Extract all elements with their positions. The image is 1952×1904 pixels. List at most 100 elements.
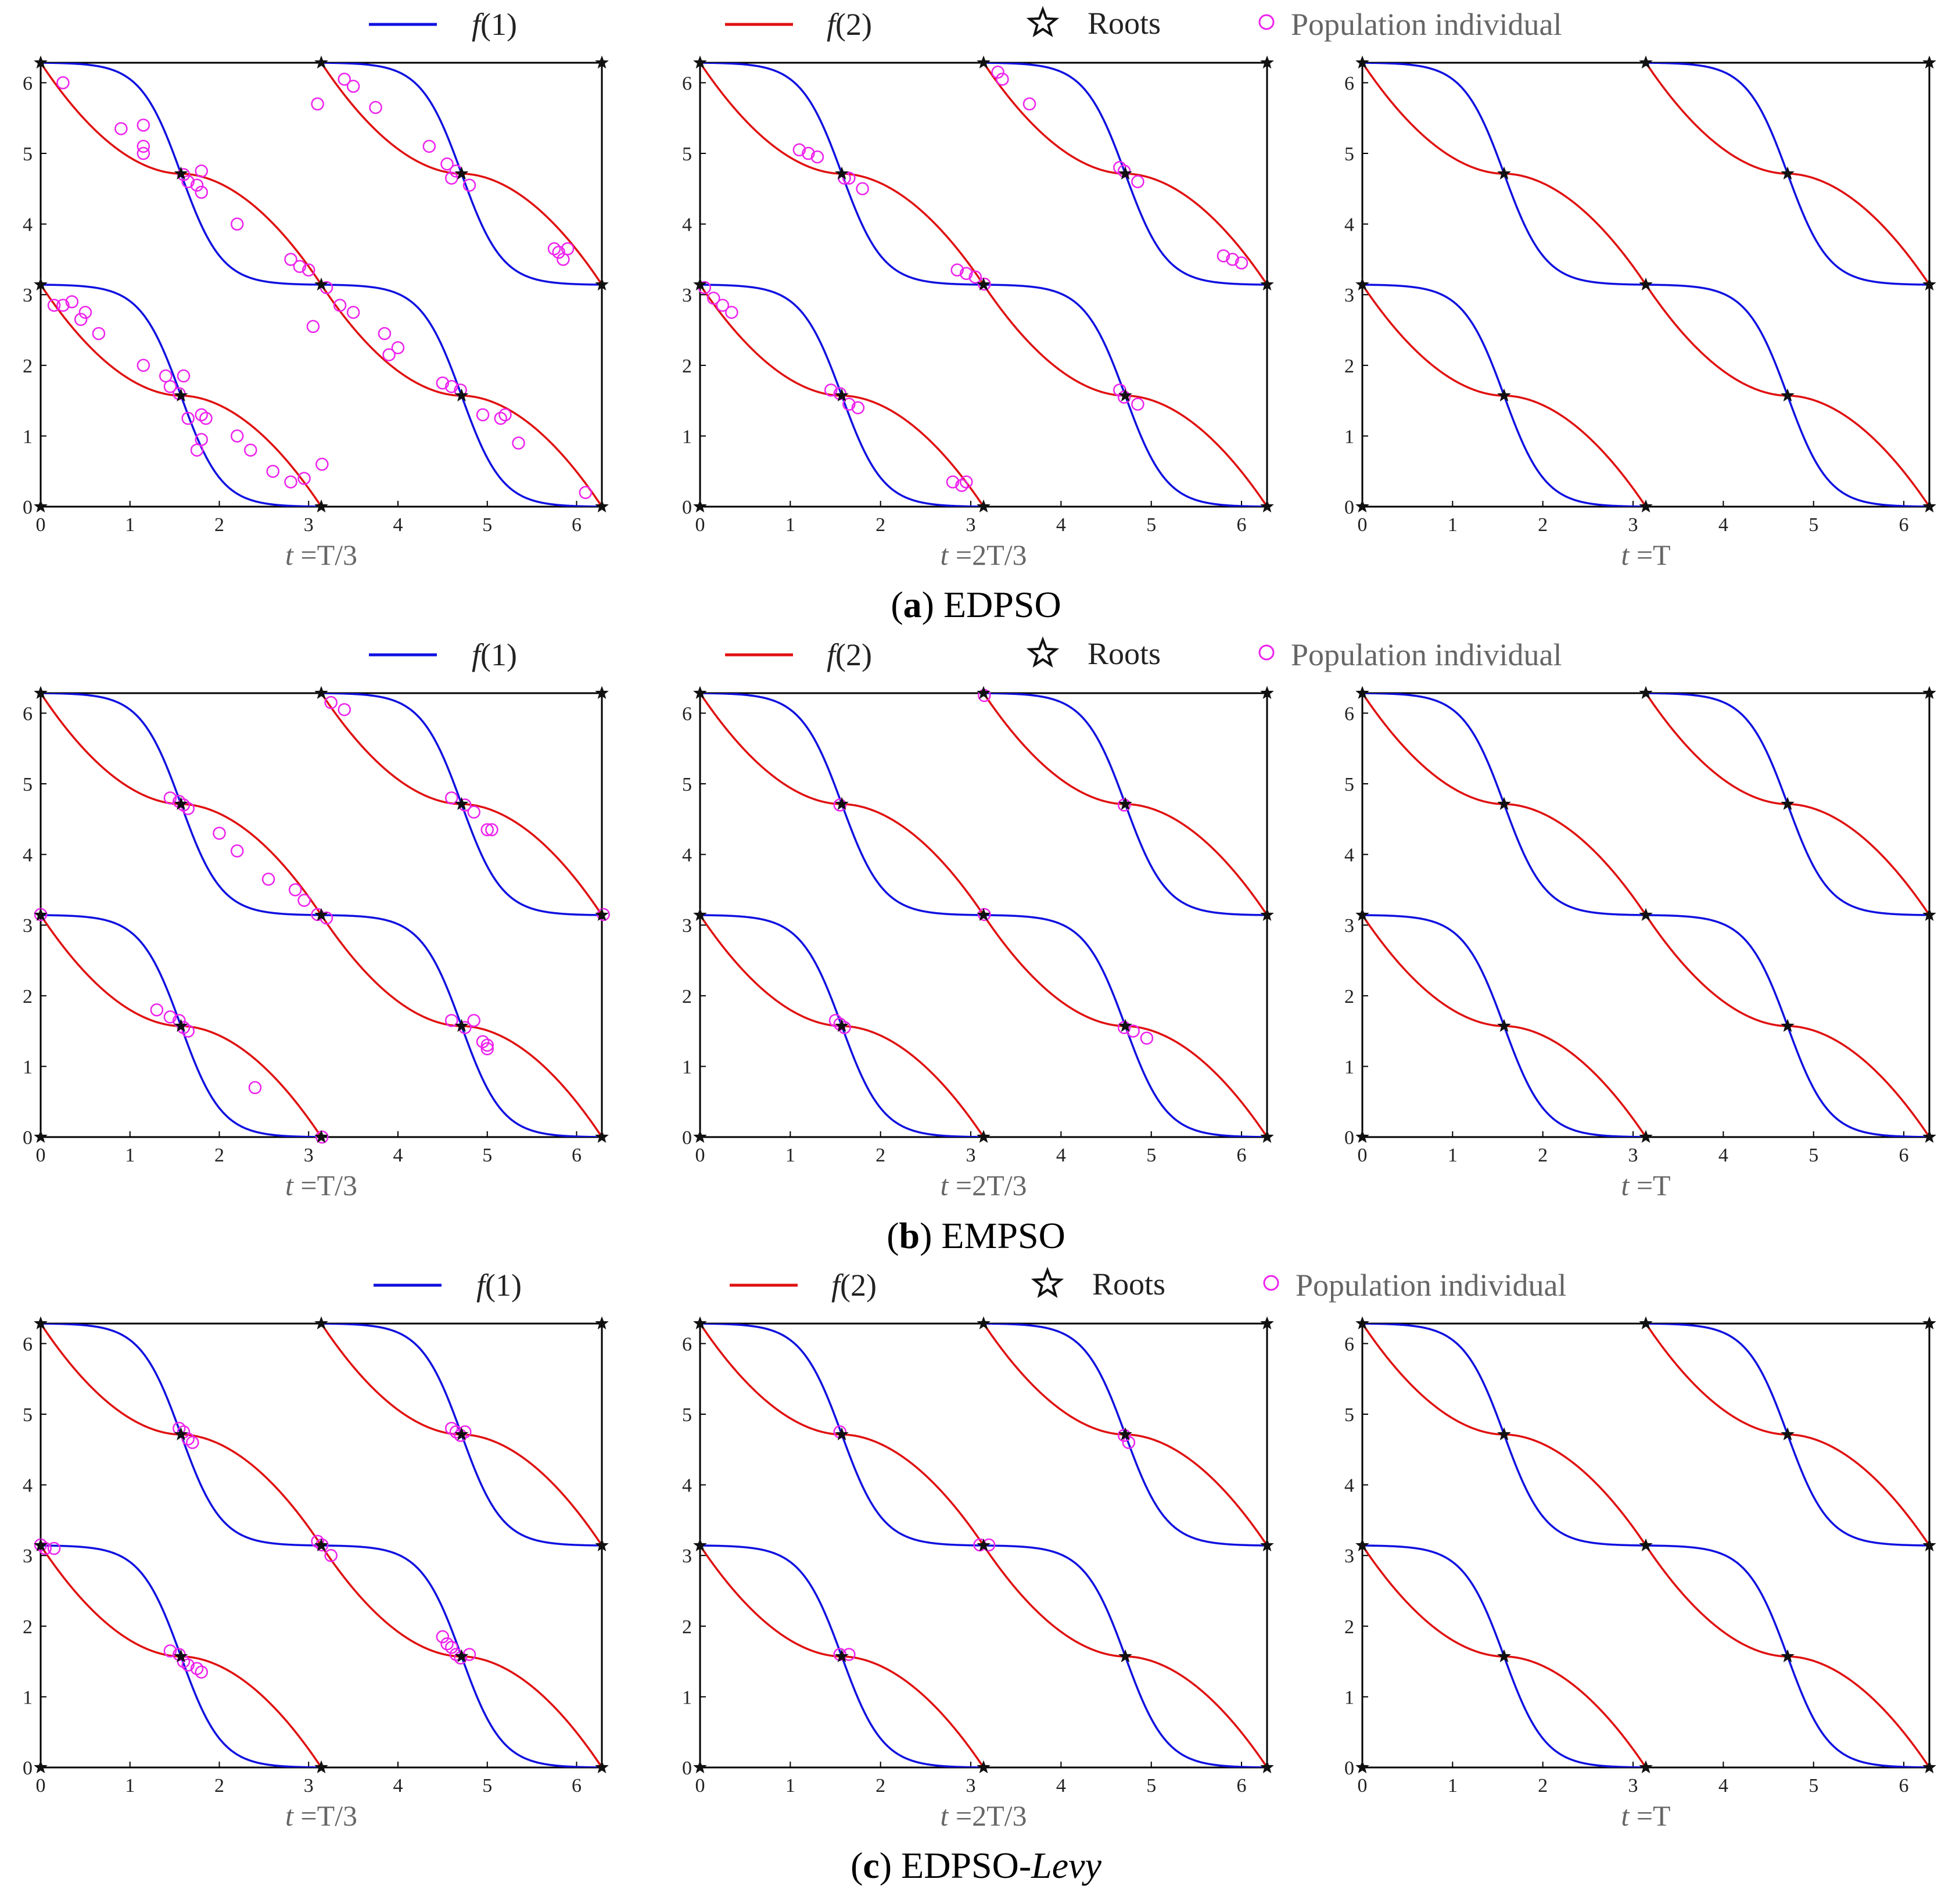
y-tick-label: 5	[1344, 774, 1354, 795]
population-point	[177, 168, 191, 181]
y-tick-label: 2	[23, 356, 33, 377]
legend-roots-label: Roots	[1088, 6, 1161, 41]
population-point	[315, 1538, 329, 1552]
x-tick-label: 2	[875, 1775, 885, 1797]
y-tick-label: 4	[682, 1475, 692, 1497]
root-star	[1781, 1019, 1795, 1032]
population-point	[338, 703, 351, 716]
population-point	[842, 171, 856, 185]
caption-a: (a) EDPSO	[891, 584, 1061, 625]
population-point	[440, 157, 454, 171]
population-points	[828, 689, 1154, 1045]
population-point	[1117, 1429, 1131, 1442]
y-tick-label: 3	[682, 1546, 692, 1567]
root-star	[1781, 388, 1795, 402]
legend-population-label: Population individual	[1296, 1268, 1567, 1303]
roots	[693, 1316, 1274, 1774]
y-tick-label: 3	[23, 285, 33, 306]
legend-f2-label: f(2)	[827, 7, 872, 42]
y-tick-label: 5	[682, 1404, 692, 1426]
time-label: t =T/3	[285, 1169, 357, 1202]
y-tick-label: 0	[682, 1758, 692, 1779]
x-tick-label: 5	[1809, 514, 1818, 536]
root-star	[34, 499, 48, 513]
x-tick-label: 0	[695, 1145, 705, 1166]
y-tick-label: 3	[23, 1546, 33, 1567]
roots	[693, 55, 1274, 513]
root-star	[835, 797, 849, 811]
y-tick-label: 2	[682, 356, 692, 377]
y-tick-label: 1	[23, 426, 33, 447]
population-point	[306, 320, 320, 334]
y-tick-label: 5	[682, 774, 692, 795]
population-point	[195, 164, 208, 178]
root-star	[595, 1760, 609, 1774]
root-star	[1497, 1019, 1511, 1032]
root-star	[693, 1760, 707, 1774]
population-point	[1140, 1031, 1154, 1045]
legend-roots-star-icon	[1026, 6, 1060, 38]
population-point	[248, 1081, 262, 1095]
root-star	[693, 277, 707, 291]
time-label: t =T	[1621, 1799, 1670, 1832]
y-tick-label: 2	[23, 986, 33, 1007]
x-tick-label: 6	[1237, 1145, 1247, 1166]
population-point	[946, 475, 960, 489]
x-tick-label: 1	[1448, 514, 1458, 536]
population-point	[547, 242, 561, 256]
population-point	[137, 358, 150, 372]
x-tick-label: 0	[36, 1145, 46, 1166]
x-tick-label: 0	[1358, 1145, 1368, 1166]
root-star	[34, 55, 48, 69]
root-star	[1355, 499, 1369, 513]
population-point	[56, 76, 70, 89]
x-tick-label: 3	[304, 514, 314, 536]
panel-b-1: 0 1 2 3 4 5 6 0 1 2 3 4 5 6 t =T/3	[23, 686, 610, 1202]
x-tick-label: 1	[785, 1775, 795, 1797]
population-point	[74, 313, 88, 327]
root-star	[1355, 277, 1369, 291]
y-tick-label: 1	[1344, 1687, 1354, 1708]
y-tick-label: 1	[23, 1687, 33, 1708]
population-point	[444, 1641, 458, 1654]
y-tick-label: 1	[682, 1056, 692, 1078]
population-point	[725, 306, 738, 319]
legend-row-1: f(1) f(2) Roots Population individual	[369, 6, 1562, 42]
root-star	[1118, 166, 1132, 180]
population-point	[1235, 256, 1248, 270]
y-tick-label: 6	[23, 703, 33, 725]
population-point	[851, 401, 865, 415]
x-tick-label: 4	[1718, 1775, 1728, 1797]
population-point	[838, 1021, 851, 1034]
x-tick-label: 6	[1237, 514, 1247, 536]
root-star	[693, 908, 707, 921]
x-tick-label: 2	[214, 1775, 224, 1797]
population-point	[476, 1035, 490, 1049]
population-point	[181, 1658, 195, 1672]
x-tick-label: 3	[1628, 1775, 1638, 1797]
population-point	[190, 178, 204, 192]
population-point	[856, 182, 869, 196]
root-star	[1118, 388, 1132, 402]
root-star	[1260, 1316, 1274, 1330]
root-star	[314, 908, 328, 921]
population-point	[315, 1130, 329, 1144]
root-star	[595, 55, 609, 69]
legend-population-marker-icon	[1258, 14, 1275, 30]
population-point	[159, 369, 173, 383]
root-star	[1260, 1130, 1274, 1143]
y-tick-label: 4	[682, 845, 692, 866]
root-star	[595, 686, 609, 700]
x-tick-label: 2	[1538, 1145, 1548, 1166]
population-point	[199, 411, 213, 425]
population-point	[315, 457, 329, 471]
panel-b-2: 0 1 2 3 4 5 6 0 1 2 3 4 5 6 t =2T/3	[682, 686, 1274, 1202]
y-tick-label: 6	[1344, 1333, 1354, 1355]
root-star	[174, 166, 188, 180]
population-point	[150, 1003, 164, 1017]
y-tick-label: 5	[682, 144, 692, 165]
population-point	[1131, 397, 1144, 411]
x-tick-label: 4	[1056, 514, 1066, 536]
population-point	[288, 883, 302, 897]
root-star	[1639, 1760, 1653, 1774]
